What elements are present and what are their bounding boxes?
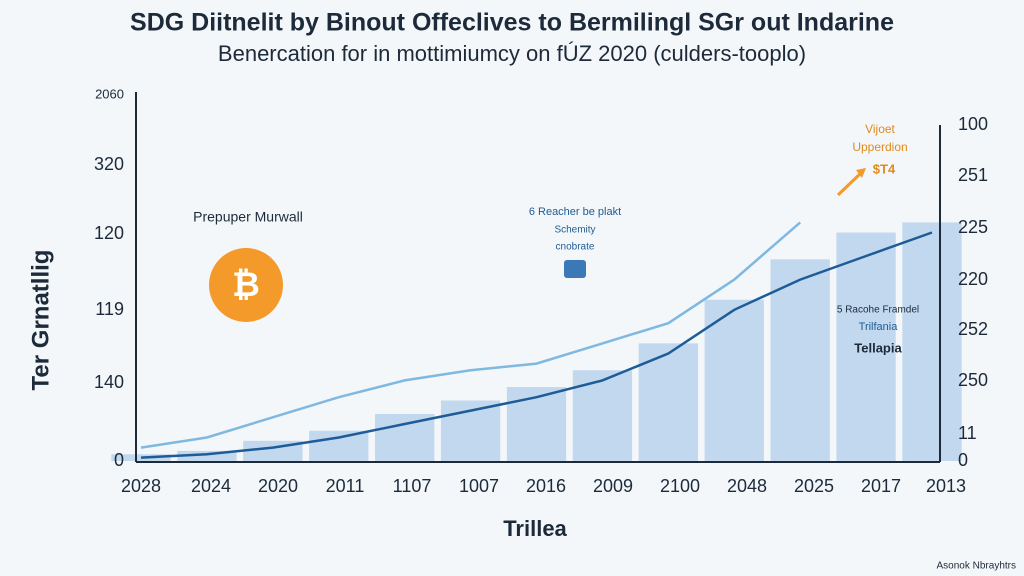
line (140, 231, 933, 459)
x-tick-label: 2016 (526, 476, 566, 496)
annotation: $T4 (873, 161, 896, 176)
x-tick-label: 2020 (258, 476, 298, 496)
x-tick-label: 2009 (593, 476, 633, 496)
x-tick-label: 2013 (926, 476, 966, 496)
right-axis-label: 100 (958, 114, 988, 134)
right-axis-label: 220 (958, 269, 988, 289)
right-axis-label: 250 (958, 370, 988, 390)
right-axis-label: 11 (958, 423, 977, 443)
bar (902, 222, 962, 461)
x-tick-label: 1007 (459, 476, 499, 496)
bar (177, 450, 237, 461)
chart-title: SDG Diitnelit by Binout Offeclives to Be… (130, 9, 894, 37)
annotation: Tellapia (854, 340, 902, 355)
annotation: Schemity (554, 225, 595, 236)
x-tick-label: 2048 (727, 476, 767, 496)
left-axis-label: 0 (114, 450, 124, 470)
bar (572, 370, 633, 461)
annotation: 5 Racohe Framdel (837, 305, 919, 316)
x-tick-label: 2011 (326, 476, 365, 496)
annotation: Vijoet (865, 122, 895, 136)
chart-subtitle: Benercation for in mottimiumcy on fÚZ 20… (218, 41, 806, 66)
x-tick-label: 1107 (393, 476, 432, 496)
right-axis-label: 225 (958, 217, 988, 237)
annotation: cnobrate (556, 242, 595, 253)
left-axis-label: 140 (94, 372, 124, 392)
briefcase-icon (564, 260, 586, 278)
x-tick-label: 2100 (660, 476, 700, 496)
bar (770, 259, 830, 461)
x-tick-label: 2028 (121, 476, 161, 496)
bar (638, 343, 698, 461)
bitcoin-symbol: ₿ (232, 266, 260, 304)
x-tick-label: 2024 (191, 476, 231, 496)
left-axis-label: 2060 (95, 86, 124, 101)
bar (704, 299, 764, 461)
right-axis-label: 0 (958, 450, 968, 470)
bar (111, 454, 171, 461)
y-axis-label: Ter Grnatllig (27, 250, 54, 391)
credit: Asonok Nbrayhtrs (937, 561, 1016, 572)
right-axis-label: 251 (958, 165, 988, 185)
annotation: Trilfania (859, 321, 899, 333)
left-axis-label: 120 (94, 223, 124, 243)
arrow (836, 170, 864, 197)
bar (309, 430, 369, 461)
x-axis-label: Trillea (503, 516, 567, 541)
left-axis-label: 119 (95, 299, 124, 319)
annotation: Upperdion (852, 140, 907, 154)
annotation: Prepuper Murwall (193, 209, 303, 225)
bitcoin-icon (209, 248, 283, 322)
right-axis-label: 252 (958, 319, 988, 339)
bar (375, 413, 435, 461)
arrow-head (856, 168, 866, 178)
bar (506, 387, 567, 461)
left-axis-label: 320 (94, 154, 124, 174)
x-tick-label: 2017 (861, 476, 901, 496)
bar (836, 232, 896, 461)
line (140, 221, 802, 449)
annotation: 6 Reacher be plakt (529, 206, 621, 218)
x-tick-label: 2025 (794, 476, 834, 496)
